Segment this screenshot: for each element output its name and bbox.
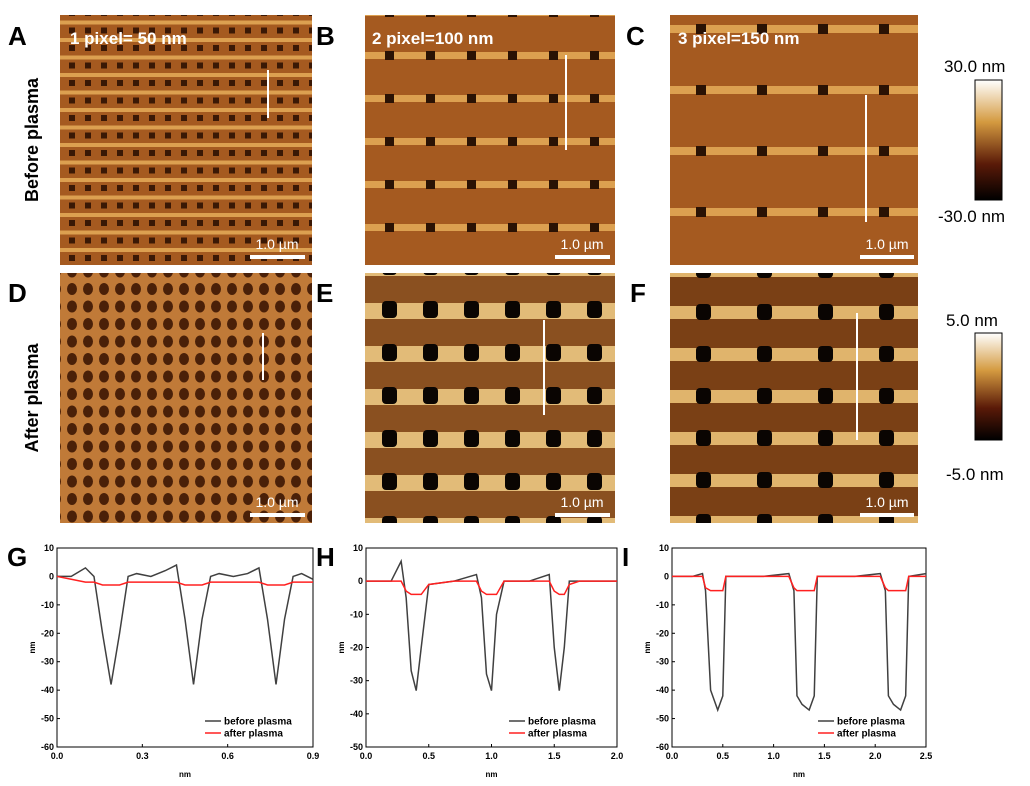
y-tick-label: -20 [350, 643, 363, 653]
scale-bar-label: 1.0 µm [865, 494, 908, 510]
y-tick-label: -40 [350, 709, 363, 719]
x-tick-label: 2.0 [611, 751, 624, 761]
colorbar-max: 30.0 nm [944, 57, 1005, 76]
y-tick-label: -30 [41, 657, 54, 667]
y-tick-label: -50 [656, 714, 669, 724]
y-tick-label: -60 [656, 742, 669, 752]
afm-image [670, 273, 918, 523]
afm-image [60, 15, 312, 265]
legend-label: after plasma [837, 729, 896, 740]
colorbar [974, 332, 1003, 441]
colorbar-min: -30.0 nm [938, 207, 1005, 226]
colorbar-max: 5.0 nm [946, 311, 998, 330]
panel-letter: I [622, 542, 629, 572]
x-tick-label: 2.0 [869, 751, 882, 761]
legend-label: before plasma [528, 717, 596, 728]
y-tick-label: 10 [659, 543, 669, 553]
plot-frame [56, 547, 314, 748]
scale-bar-label: 1.0 µm [560, 494, 603, 510]
y-tick-label: -10 [41, 600, 54, 610]
scale-bar-label: 1.0 µm [865, 236, 908, 252]
data-line [56, 575, 313, 586]
panel-letter: F [630, 278, 646, 308]
y-tick-label: -10 [656, 600, 669, 610]
x-axis-label: nm [793, 770, 805, 779]
x-tick-label: 2.5 [920, 751, 933, 761]
scale-bar-label: 1.0 µm [560, 236, 603, 252]
x-tick-label: 0.9 [307, 751, 320, 761]
x-tick-label: 0.0 [51, 751, 64, 761]
colorbar [974, 79, 1003, 201]
y-tick-label: -60 [41, 742, 54, 752]
y-tick-label: -40 [656, 685, 669, 695]
legend-label: after plasma [224, 729, 283, 740]
y-tick-label: 0 [49, 571, 54, 581]
data-line [366, 580, 617, 596]
x-tick-label: 0.5 [717, 751, 730, 761]
y-axis-label: nm [337, 642, 346, 654]
afm-image [365, 15, 615, 265]
panel-letter: G [7, 542, 27, 572]
x-tick-label: 0.3 [136, 751, 149, 761]
y-tick-label: -30 [350, 676, 363, 686]
x-axis-label: nm [179, 770, 191, 779]
x-tick-label: 0.0 [666, 751, 679, 761]
x-tick-label: 1.0 [485, 751, 498, 761]
x-tick-label: 0.0 [360, 751, 373, 761]
plot-frame [671, 547, 927, 748]
data-line [672, 572, 927, 713]
scale-bar-label: 1.0 µm [255, 236, 298, 252]
x-tick-label: 1.5 [818, 751, 831, 761]
scale-bar-label: 1.0 µm [255, 494, 298, 510]
y-tick-label: -50 [350, 742, 363, 752]
panel-letter: D [8, 278, 27, 308]
y-tick-label: -50 [41, 714, 54, 724]
y-tick-label: 10 [44, 543, 54, 553]
x-tick-label: 1.0 [767, 751, 780, 761]
data-line [57, 563, 314, 685]
y-tick-label: -20 [656, 628, 669, 638]
row-label: After plasma [22, 342, 42, 452]
y-tick-label: -10 [350, 609, 363, 619]
panel-label: 3 pixel=150 nm [678, 29, 799, 48]
x-tick-label: 1.5 [548, 751, 561, 761]
scale-bars [250, 255, 914, 517]
x-tick-label: 0.6 [221, 751, 234, 761]
panel-letter: C [626, 21, 645, 51]
data-line [366, 558, 617, 691]
afm-image [670, 15, 918, 265]
x-tick-label: 0.5 [422, 751, 435, 761]
panel-letter: E [316, 278, 333, 308]
colorbar-min: -5.0 nm [946, 465, 1004, 484]
afm-image [60, 273, 312, 523]
row-label: Before plasma [22, 77, 42, 202]
legend-label: before plasma [837, 717, 905, 728]
y-axis-label: nm [643, 642, 652, 654]
x-axis-label: nm [486, 770, 498, 779]
legend-label: after plasma [528, 729, 587, 740]
afm-image [365, 273, 615, 523]
y-tick-label: 10 [353, 543, 363, 553]
legend-label: before plasma [224, 717, 292, 728]
y-axis-label: nm [28, 642, 37, 654]
panel-label: 1 pixel= 50 nm [70, 29, 187, 48]
y-tick-label: 0 [358, 576, 363, 586]
y-tick-label: -20 [41, 628, 54, 638]
panel-letter: A [8, 21, 27, 51]
data-line [672, 575, 926, 592]
panel-letter: B [316, 21, 335, 51]
panel-letter: H [316, 542, 335, 572]
panel-label: 2 pixel=100 nm [372, 29, 493, 48]
y-tick-label: 0 [664, 571, 669, 581]
y-tick-label: -40 [41, 685, 54, 695]
y-tick-label: -30 [656, 657, 669, 667]
